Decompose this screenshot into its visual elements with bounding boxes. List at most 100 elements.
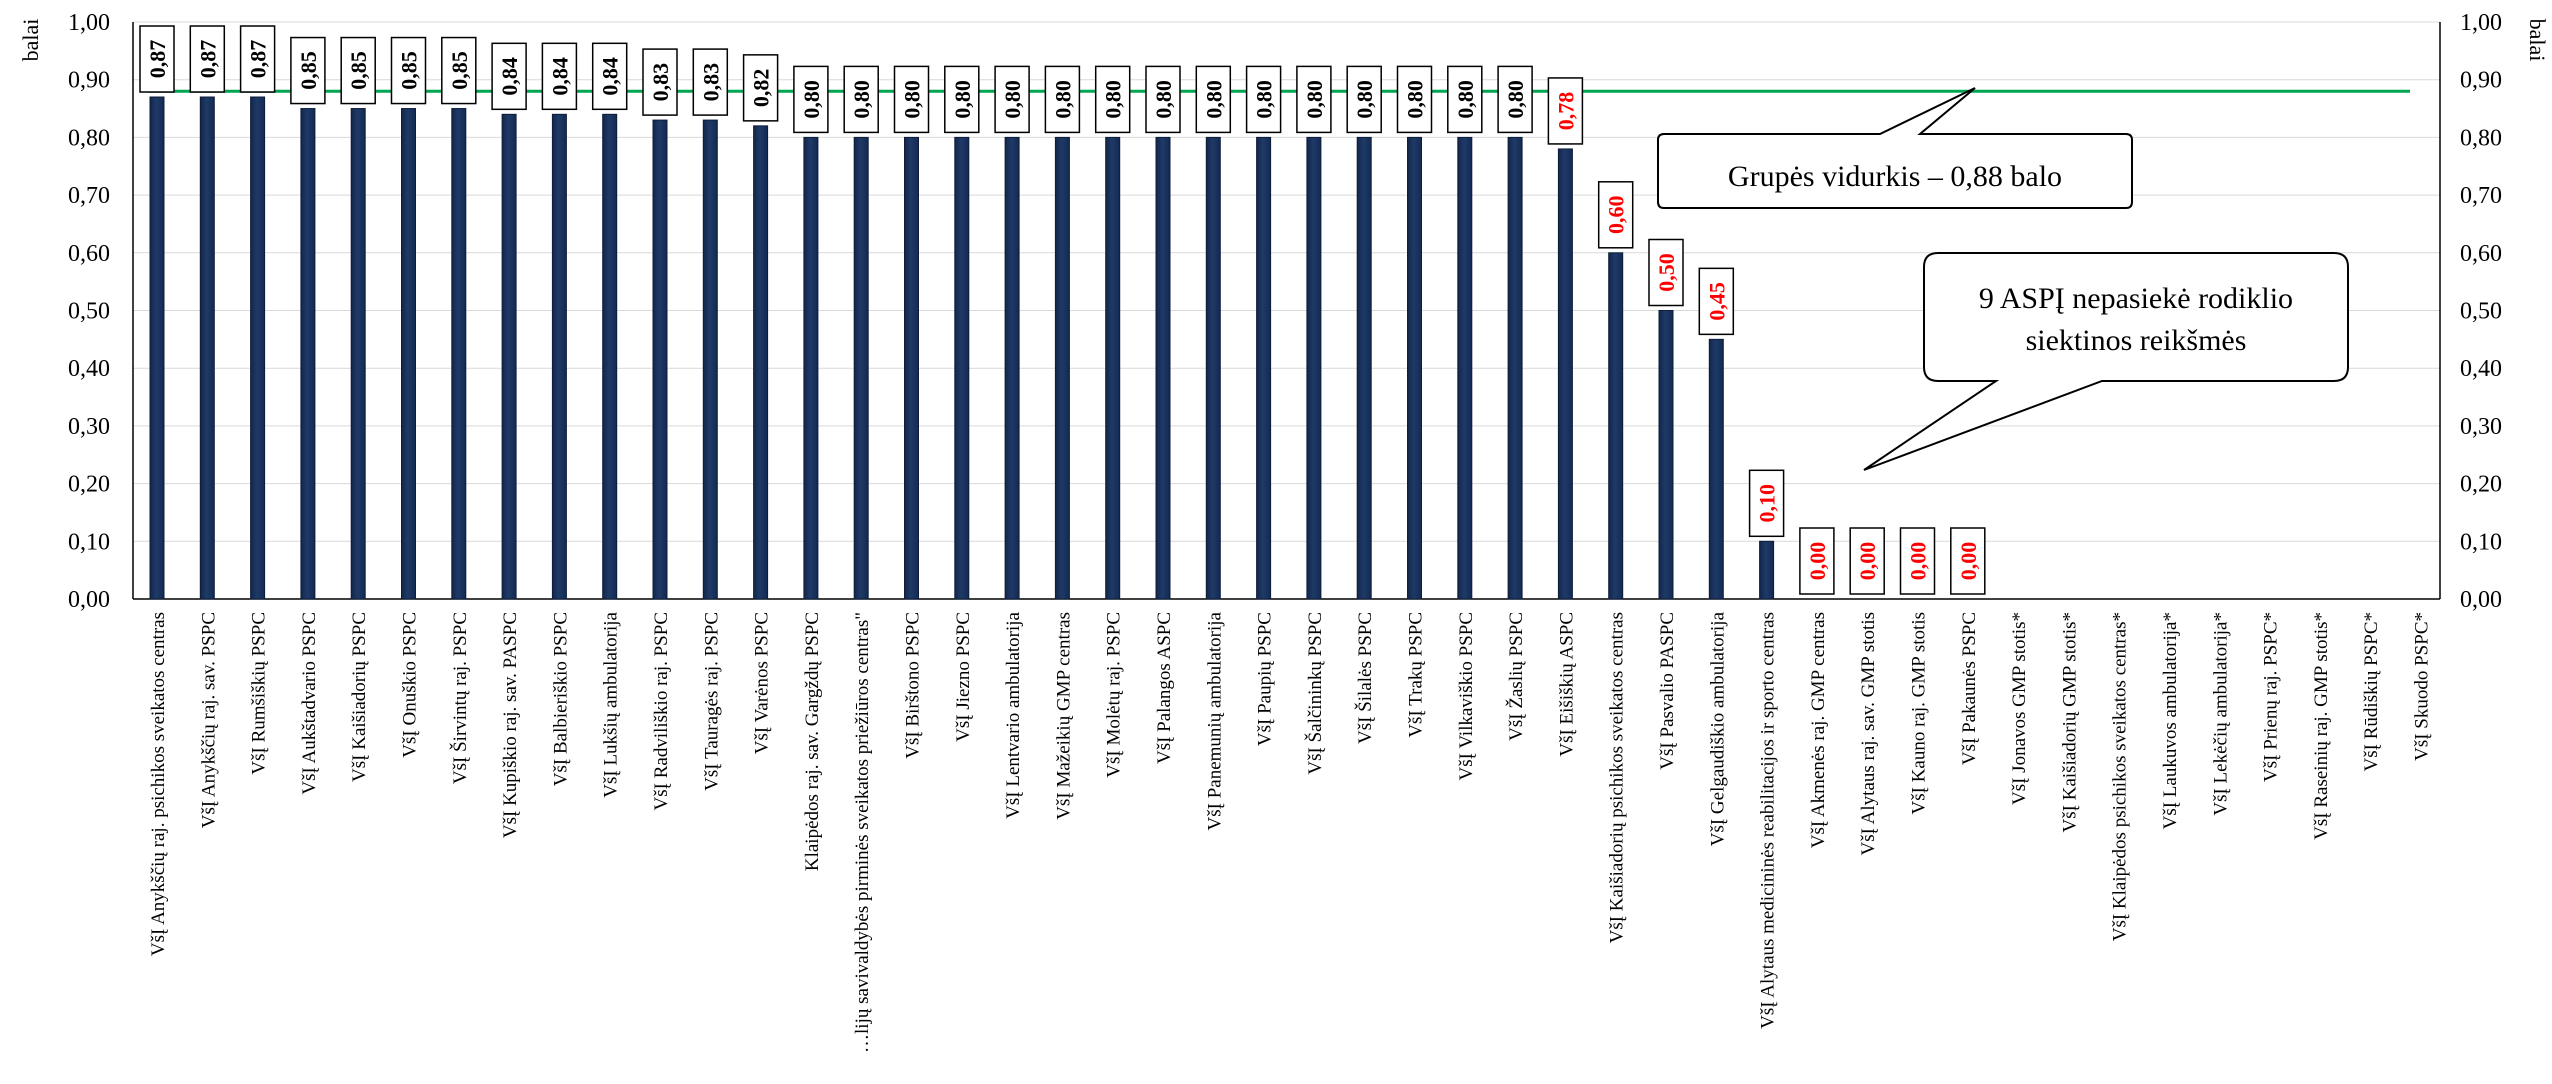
y-tick-label-right: 0,40 xyxy=(2460,356,2502,382)
category-label: VšĮ Šilalės PSPC xyxy=(1354,612,1376,744)
category-label: VšĮ Molėtų raj. PSPC xyxy=(1104,612,1125,778)
category-label: VšĮ Lentvario ambulatorija xyxy=(1003,611,1024,818)
bar xyxy=(1759,540,1775,600)
category-label: VšĮ Vilkaviškio PSPC xyxy=(1456,612,1477,781)
data-label: 0,80 xyxy=(1346,65,1382,134)
data-label-box xyxy=(239,25,276,93)
bar xyxy=(1306,136,1322,600)
data-label: 0,80 xyxy=(1497,65,1533,134)
data-label-box xyxy=(1094,65,1131,134)
data-label-text: 0,87 xyxy=(195,40,220,78)
category-label: VšĮ Anykščių raj. sav. PSPC xyxy=(198,612,219,828)
category-label: VšĮ Lekėčių ambulatorija* xyxy=(2210,612,2231,816)
data-label-box xyxy=(1346,65,1382,134)
data-label-box xyxy=(1899,527,1936,595)
data-label-text: 0,84 xyxy=(497,57,522,96)
bar xyxy=(1507,136,1523,600)
y-tick-label-left: 0,10 xyxy=(68,529,110,555)
category-label: VšĮ Balbieriškio PSPC xyxy=(550,612,571,786)
bar xyxy=(1205,136,1221,600)
group-average-callout-text: Grupės vidurkis – 0,88 balo xyxy=(1728,160,2062,193)
category-label: VšĮ Klaipėdos psichikos sveikatos centra… xyxy=(2110,612,2131,941)
data-label: 0,80 xyxy=(1296,65,1332,134)
not-reached-callout-line-2: siektinos reikšmės xyxy=(2026,324,2247,357)
y-tick-label-left: 0,70 xyxy=(68,183,110,209)
data-label-box xyxy=(591,42,628,111)
data-label-box xyxy=(1547,77,1584,145)
data-label-box xyxy=(441,36,477,105)
data-label: 0,80 xyxy=(1044,65,1081,134)
y-tick-label-left: 0,20 xyxy=(68,472,110,498)
data-label-box xyxy=(893,65,930,134)
not-reached-callout: 9 ASPĮ nepasiekė rodiklio siektinos reik… xyxy=(1863,252,2349,471)
data-label: 0,83 xyxy=(642,48,678,116)
data-label-box xyxy=(1245,65,1282,134)
data-label-text: 0,80 xyxy=(849,80,874,119)
data-label-box xyxy=(1195,65,1232,134)
data-label-box xyxy=(742,54,779,122)
y-tick-label-left: 0,50 xyxy=(68,299,110,325)
data-label: 0,80 xyxy=(994,65,1030,134)
data-label-text: 0,00 xyxy=(1956,542,1981,581)
y-tick-label-right: 0,60 xyxy=(2460,241,2502,267)
category-label: VšĮ Skuodo PSPC* xyxy=(2412,612,2433,761)
category-label: VšĮ Paupių PSPC xyxy=(1255,612,1276,746)
data-label-text: 0,45 xyxy=(1704,282,1729,321)
data-label-text: 0,85 xyxy=(346,51,371,90)
data-label-text: 0,80 xyxy=(1352,80,1377,119)
y-tick-label-left: 0,60 xyxy=(68,241,110,267)
category-label: VšĮ Rūdiškių PSPC* xyxy=(2361,612,2382,771)
data-label-text: 0,80 xyxy=(950,80,975,119)
category-label: VšĮ Rumšiškių PSPC xyxy=(249,612,270,775)
data-label: 0,87 xyxy=(239,25,276,93)
data-label: 0,84 xyxy=(591,42,628,111)
data-label-text: 0,80 xyxy=(1101,80,1126,119)
y-tick-label-right: 0,10 xyxy=(2460,529,2502,555)
bar xyxy=(1054,136,1070,600)
bar xyxy=(199,96,215,600)
data-label-box xyxy=(1698,267,1735,336)
y-tick-label-left: 0,00 xyxy=(68,587,110,613)
bar xyxy=(300,108,316,600)
category-label: VšĮ Akmenės raj. GMP centras xyxy=(1808,612,1829,848)
data-label: 0,80 xyxy=(793,65,829,134)
data-label: 0,00 xyxy=(1899,527,1936,595)
bar xyxy=(1457,136,1473,600)
y-tick-label-left: 0,40 xyxy=(68,356,110,382)
data-label-box xyxy=(1648,238,1684,307)
category-label: …lijų savivaldybės pirminės sveikatos pr… xyxy=(852,612,873,1053)
data-label-text: 0,83 xyxy=(648,63,673,102)
data-label-box xyxy=(1145,65,1181,134)
y-tick-label-right: 1,00 xyxy=(2460,10,2502,36)
data-label-text: 0,80 xyxy=(1403,80,1428,119)
data-label-text: 0,80 xyxy=(900,80,925,119)
category-label: VšĮ Kaišiadorių PSPC xyxy=(349,612,370,782)
data-label: 0,80 xyxy=(1245,65,1282,134)
data-label-box xyxy=(1799,527,1835,595)
bar xyxy=(1407,136,1422,600)
bar xyxy=(954,136,970,600)
category-label: VšĮ Alytaus medicininės reabilitacijos i… xyxy=(1758,612,1779,1029)
group-average-callout: Grupės vidurkis – 0,88 balo xyxy=(1657,87,2133,209)
data-label-box xyxy=(189,25,226,93)
y-tick-label-left: 0,90 xyxy=(68,68,110,94)
data-label-box xyxy=(340,36,376,105)
category-label: Klaipėdos raj. sav. Gargždų PSPC xyxy=(802,612,823,871)
data-label: 0,87 xyxy=(139,25,175,93)
bar xyxy=(753,125,769,600)
category-label: VšĮ Laukuvos ambulatorija* xyxy=(2160,612,2181,829)
data-label: 0,78 xyxy=(1547,77,1584,145)
data-label-box xyxy=(1597,181,1634,249)
y-tick-label-right: 0,70 xyxy=(2460,183,2502,209)
bar xyxy=(1356,136,1372,600)
gridlines xyxy=(132,21,2441,600)
data-label-text: 0,00 xyxy=(1805,542,1830,581)
data-label-text: 0,87 xyxy=(145,40,170,78)
data-label-text: 0,87 xyxy=(246,40,271,78)
not-reached-callout-box xyxy=(1863,252,2349,471)
data-label: 0,84 xyxy=(491,42,527,111)
category-label: VšĮ Mažeikių GMP centras xyxy=(1053,612,1074,820)
category-label: VšĮ Alytaus raj. sav. GMP stotis xyxy=(1858,612,1879,855)
category-label: VšĮ Lukšių ambulatorija xyxy=(601,611,622,797)
